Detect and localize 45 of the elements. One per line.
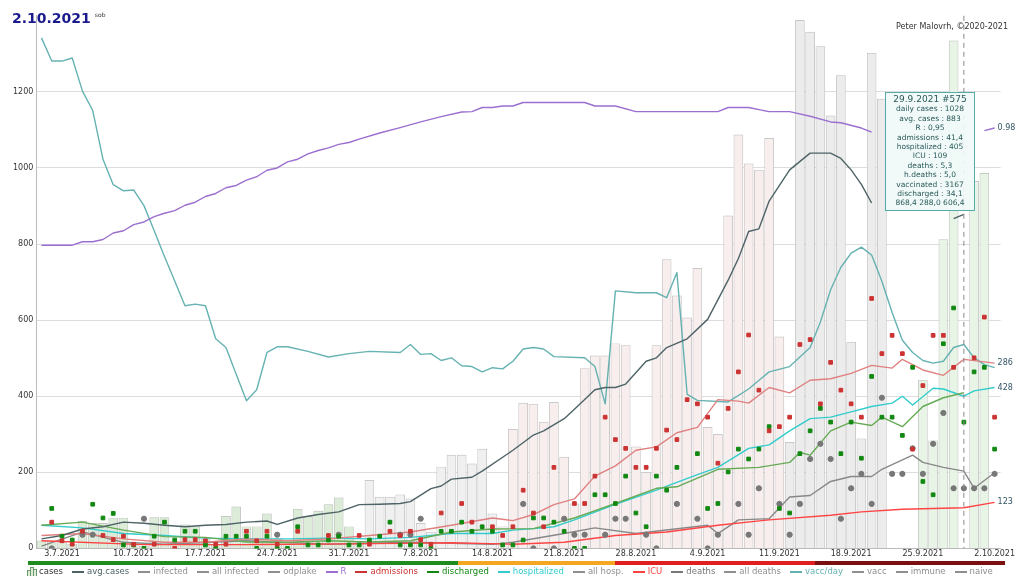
legend-label: odplake [283, 566, 317, 576]
legend-label: all hosp. [587, 566, 624, 576]
legend-label: R [340, 566, 347, 576]
legend-label: immune [910, 566, 946, 576]
legend-label: ICU [647, 566, 663, 576]
x-tick-label: 11.9.2021 [759, 549, 800, 559]
x-tick-label: 31.7.2021 [328, 549, 370, 559]
x-tick-label: 17.7.2021 [185, 549, 226, 559]
y-tick-label: 1000 [13, 163, 34, 173]
legend-label: admissions [370, 566, 418, 576]
legend-label: hospitalized [512, 566, 564, 576]
x-tick-label: 2.10.2021 [974, 549, 1015, 559]
y-tick-label: 600 [18, 315, 34, 325]
legend-label: deaths [686, 566, 716, 576]
legend-label: cases [39, 566, 63, 576]
y-tick-label: 1200 [13, 86, 34, 96]
legend-label: avg.cases [86, 566, 130, 576]
legend-label: vacc/day [804, 566, 844, 576]
x-tick-label: 3.7.2021 [44, 549, 80, 559]
y-tick-label: 400 [18, 391, 34, 401]
x-tick-label: 25.9.2021 [902, 549, 944, 559]
chart-title: 2.10.2021 [12, 10, 91, 26]
x-tick-label: 18.9.2021 [830, 549, 872, 559]
legend-label: discharged [441, 566, 489, 576]
x-tick-label: 28.8.2021 [615, 549, 657, 559]
x-tick-label: 10.7.2021 [113, 549, 155, 559]
y-tick-label: 800 [18, 239, 34, 249]
annotation: 0.98 [997, 123, 1016, 133]
annotation: Peter Malovrh, ©2020-2021 [896, 22, 1008, 31]
x-tick-label: 7.8.2021 [402, 549, 439, 559]
legend-label: vacc [867, 566, 887, 576]
x-tick-label: 14.8.2021 [472, 549, 513, 559]
legend-label: naive [969, 566, 993, 576]
annotation: 123 [997, 497, 1013, 507]
x-tick-label: 21.8.2021 [543, 549, 585, 559]
y-tick-label: 200 [18, 467, 34, 477]
annotation: 428 [997, 382, 1013, 392]
x-tick-label: 24.7.2021 [256, 549, 298, 559]
legend-label: infected [153, 566, 188, 576]
annotation: 29.9.2021 #575 [892, 94, 968, 105]
legend-label: all infected [211, 566, 260, 576]
y-tick-label: 0 [28, 543, 34, 553]
x-tick-label: 4.9.2021 [689, 549, 726, 559]
annotation: 286 [997, 358, 1013, 368]
legend-label: all deaths [739, 566, 781, 576]
